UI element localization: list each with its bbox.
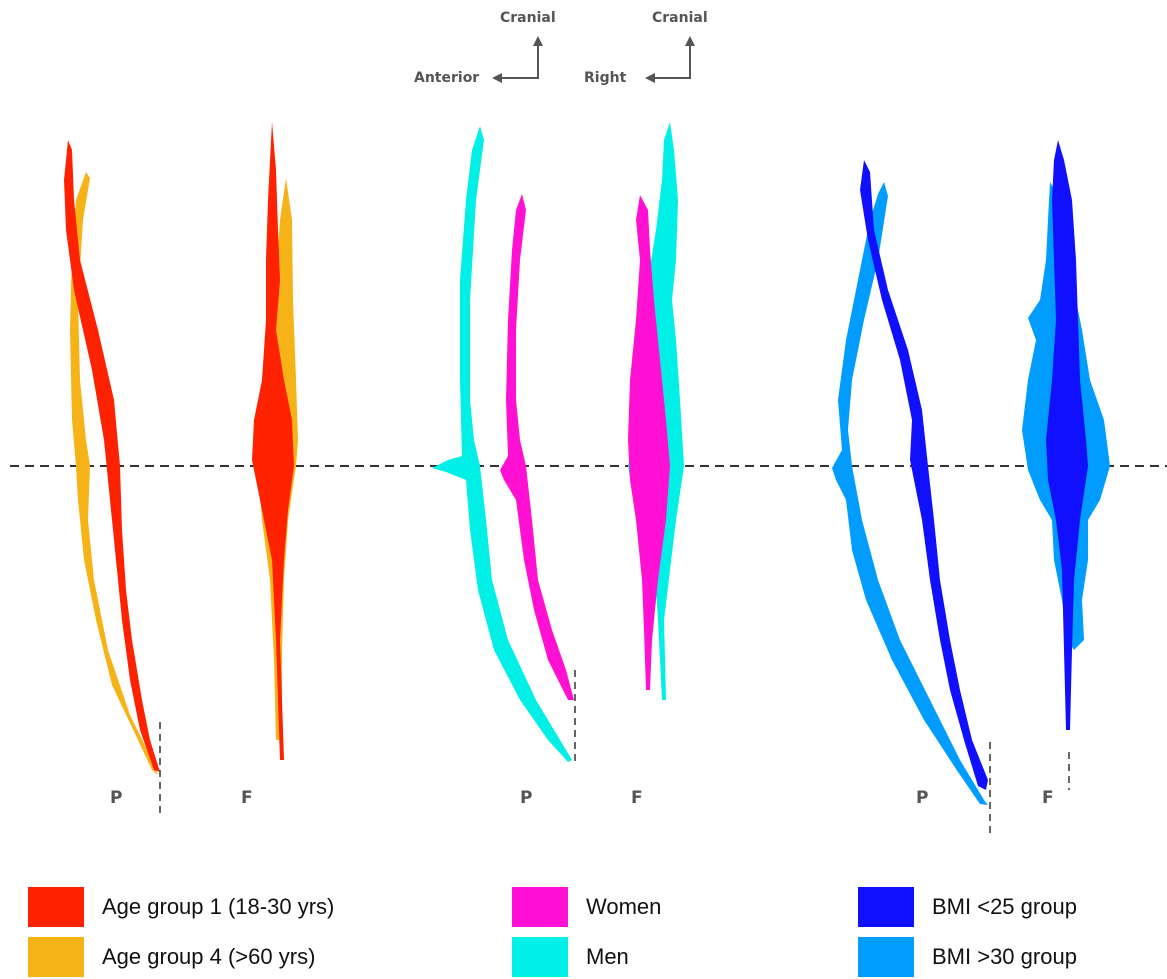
legend-label: Women xyxy=(586,894,662,919)
view-label-bmi-f: F xyxy=(1042,788,1054,808)
legend-label: Age group 4 (>60 yrs) xyxy=(102,944,316,969)
legend-swatch xyxy=(28,887,84,927)
age-group-4-profile xyxy=(70,172,158,775)
legend-swatch xyxy=(512,937,568,977)
legend-item-bmi-under-25: BMI <25 group xyxy=(858,887,1077,927)
orientation-arrow-left xyxy=(492,36,543,83)
legend-label: BMI <25 group xyxy=(932,894,1077,919)
orientation-left-up-label: Cranial xyxy=(500,10,556,26)
orientation-right-side-label: Right xyxy=(584,70,627,86)
sex-frontal-view xyxy=(628,122,684,700)
bmi-profile-view xyxy=(832,160,988,805)
legend-item-age-group-1: Age group 1 (18-30 yrs) xyxy=(28,887,334,927)
orientation-right-up-label: Cranial xyxy=(652,10,708,26)
view-label-sex-f: F xyxy=(631,788,643,808)
age-group-1-profile xyxy=(64,140,160,772)
age-frontal-view xyxy=(252,122,298,760)
age-profile-view xyxy=(64,140,160,775)
women-frontal xyxy=(628,195,670,690)
sex-profile-view xyxy=(432,126,574,762)
legend-swatch xyxy=(858,887,914,927)
legend-swatch xyxy=(858,937,914,977)
legend-swatch xyxy=(512,887,568,927)
view-label-age-f: F xyxy=(241,788,253,808)
men-profile xyxy=(432,126,572,762)
age-group-1-frontal xyxy=(252,122,294,760)
bmi-over-30-profile xyxy=(832,182,988,805)
legend-item-men: Men xyxy=(512,937,629,977)
bmi-frontal-view xyxy=(1022,140,1110,730)
legend-label: Age group 1 (18-30 yrs) xyxy=(102,894,335,919)
orientation-arrow-right xyxy=(645,36,695,83)
legend-item-age-group-4: Age group 4 (>60 yrs) xyxy=(28,937,315,977)
legend-label: Men xyxy=(586,944,629,969)
legend-item-bmi-over-30: BMI >30 group xyxy=(858,937,1077,977)
legend-label: BMI >30 group xyxy=(932,944,1077,969)
bmi-under-25-profile xyxy=(860,160,988,790)
orientation-left-side-label: Anterior xyxy=(414,70,480,86)
legend-swatch xyxy=(28,937,84,977)
view-label-sex-p: P xyxy=(520,788,533,808)
view-label-age-p: P xyxy=(110,788,123,808)
bmi-under-25-frontal xyxy=(1046,140,1088,730)
legend-item-women: Women xyxy=(512,887,661,927)
women-profile xyxy=(500,194,574,700)
view-label-bmi-p: P xyxy=(916,788,929,808)
